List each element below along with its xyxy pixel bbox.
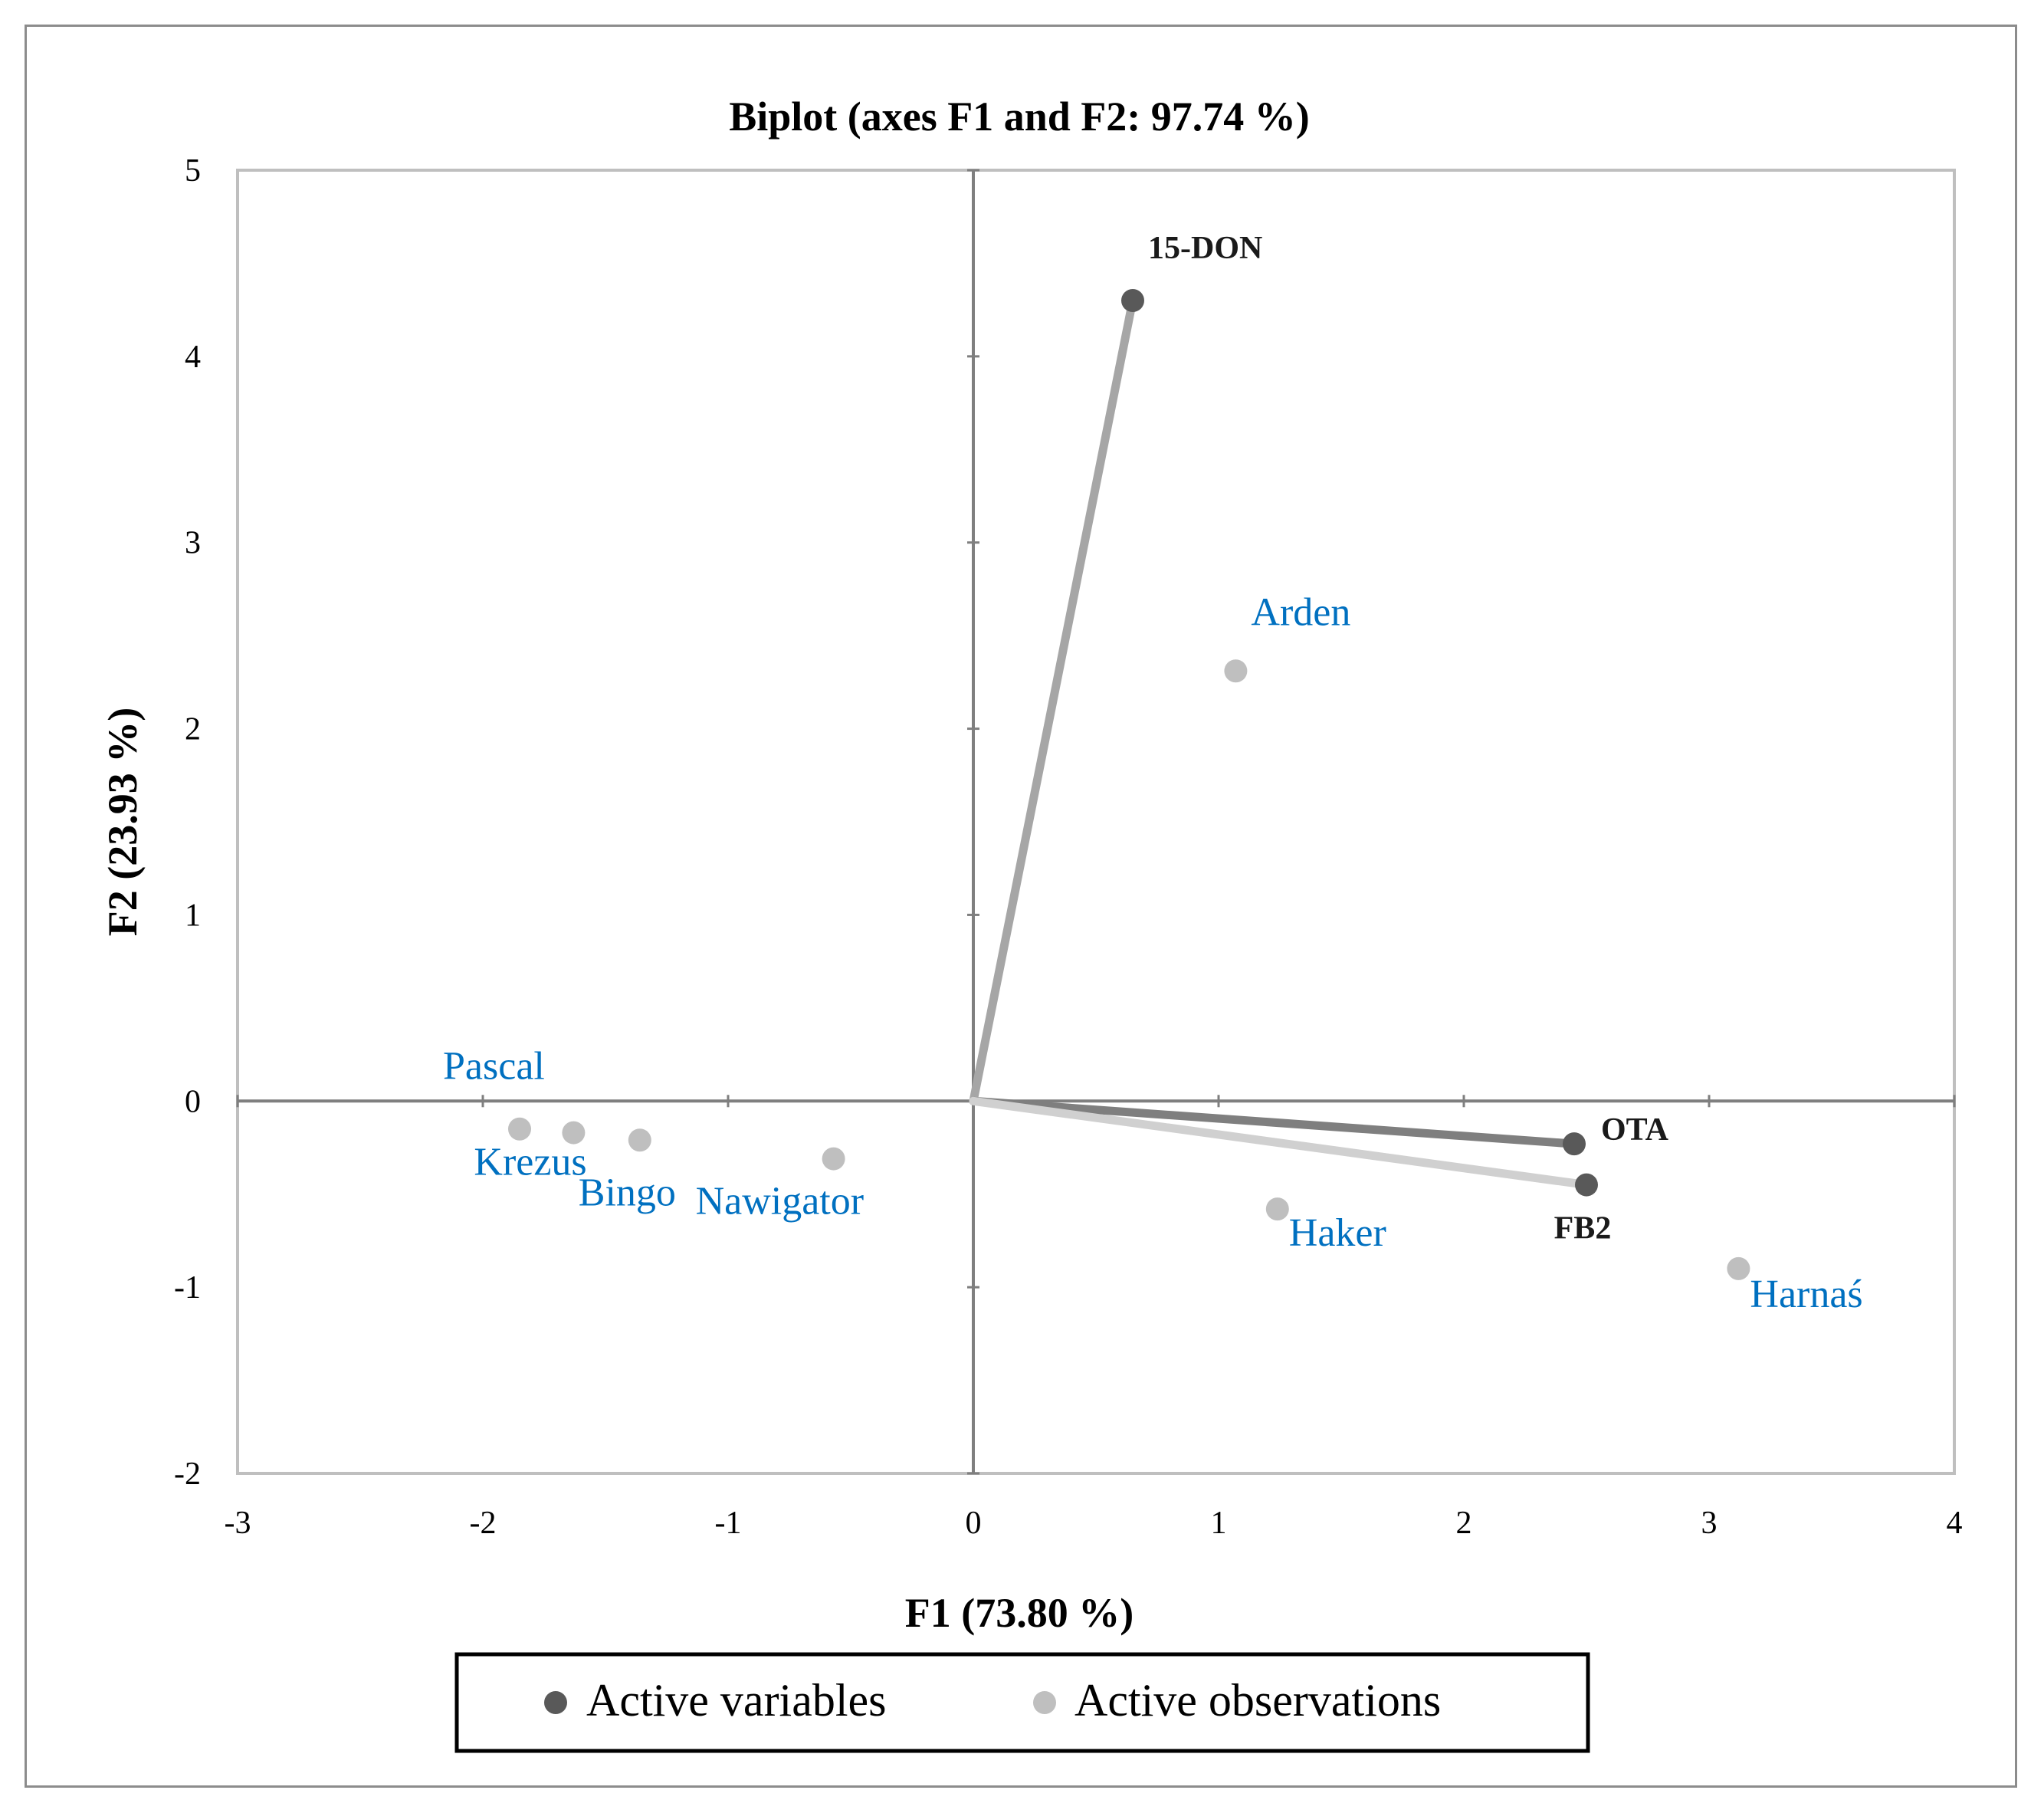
vector-ota <box>969 1096 1579 1148</box>
legend-active-variables-label: Active variables <box>586 1675 887 1726</box>
point-label-arden: Arden <box>1251 590 1350 634</box>
x-axis-label: F1 (73.80 %) <box>905 1590 1134 1636</box>
point-bingo <box>628 1128 651 1152</box>
point-label-bingo: Bingo <box>579 1171 676 1214</box>
x-tick-label: 0 <box>966 1506 982 1541</box>
x-tick-label: 1 <box>1211 1506 1227 1541</box>
point-label-krezus: Krezus <box>474 1141 586 1184</box>
x-tick-label: 3 <box>1701 1506 1718 1541</box>
y-tick-label: 5 <box>185 153 201 189</box>
y-tick-label: -1 <box>174 1270 201 1306</box>
point-label-pascal: Pascal <box>443 1045 545 1089</box>
legend-box <box>454 1652 1590 1753</box>
point-ota <box>1563 1132 1586 1156</box>
chart-frame <box>25 25 2017 1788</box>
x-tick-label: 4 <box>1947 1506 1963 1541</box>
x-tick-label: -1 <box>715 1506 742 1541</box>
legend-active-variables-marker <box>544 1691 567 1714</box>
y-tick-label: 0 <box>185 1084 201 1119</box>
point-15-don <box>1121 289 1144 312</box>
axes-layer: -3 -2 -1 0 1 2 3 4 -2 -1 0 1 2 3 4 5 <box>174 153 1963 1541</box>
point-haker <box>1265 1197 1289 1221</box>
point-pascal <box>508 1117 531 1141</box>
legend: Active variables Active observations <box>454 1652 1590 1753</box>
point-nawigator <box>822 1147 845 1171</box>
point-label-harna: Harnaś <box>1750 1273 1862 1316</box>
y-tick-label: 3 <box>185 526 201 561</box>
x-tick-label: -3 <box>225 1506 251 1541</box>
point-label-ota: OTA <box>1601 1112 1669 1148</box>
x-tick-label: -2 <box>470 1506 497 1541</box>
vector-fb2 <box>969 1096 1591 1190</box>
point-harna <box>1727 1256 1750 1280</box>
vector-15-don <box>969 296 1137 1105</box>
point-label-fb2: FB2 <box>1554 1211 1612 1246</box>
legend-active-observations-marker <box>1033 1691 1056 1714</box>
vector-layer <box>969 296 1591 1190</box>
point-krezus <box>562 1121 586 1145</box>
x-tick-label: 2 <box>1456 1506 1472 1541</box>
plot-area-border <box>236 169 1956 1475</box>
point-fb2 <box>1575 1173 1598 1197</box>
y-tick-label: 4 <box>185 340 201 375</box>
point-layer <box>508 289 1750 1280</box>
y-tick-label: 1 <box>185 898 201 933</box>
y-axis-label: F2 (23.93 %) <box>100 708 146 936</box>
y-tick-label: -2 <box>174 1457 201 1492</box>
point-arden <box>1224 659 1248 683</box>
point-label-haker: Haker <box>1289 1211 1386 1255</box>
y-tick-label: 2 <box>185 712 201 747</box>
point-label-nawigator: Nawigator <box>696 1180 864 1223</box>
point-label-15-don: 15-DON <box>1148 231 1262 266</box>
legend-active-observations-label: Active observations <box>1074 1675 1441 1726</box>
chart-title: Biplot (axes F1 and F2: 97.74 %) <box>729 94 1310 140</box>
